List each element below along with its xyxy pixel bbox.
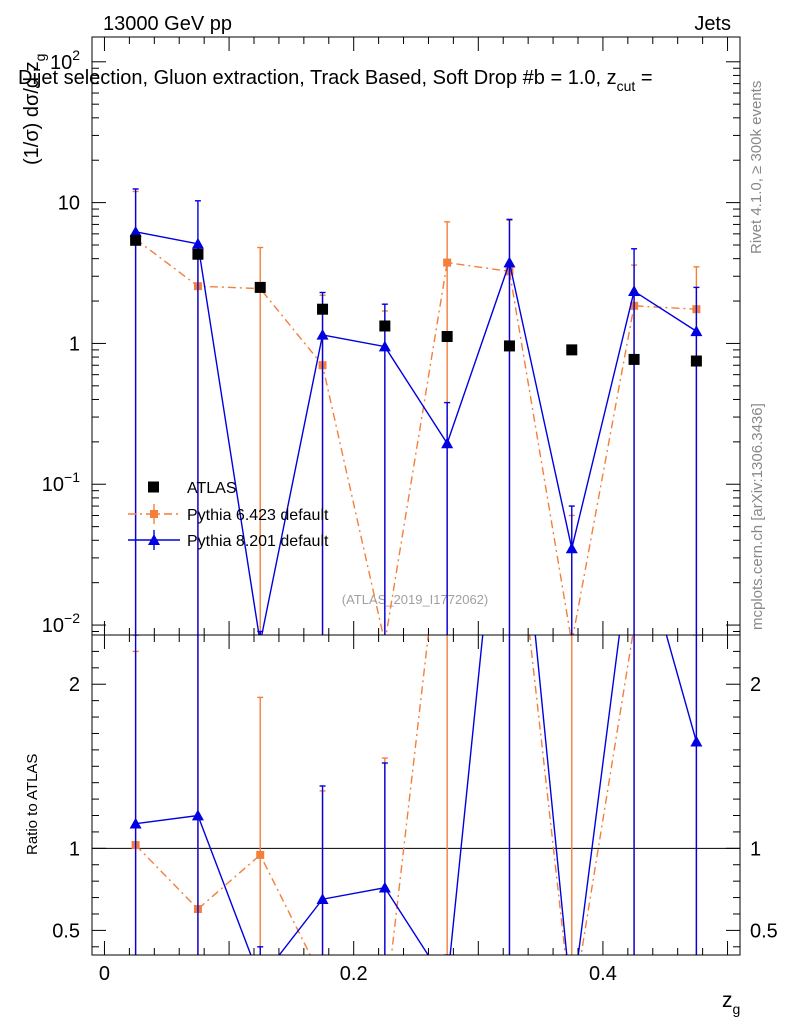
svg-text:Dijet selection, Gluon extract: Dijet selection, Gluon extraction, Track… [18, 67, 653, 94]
data-point [129, 225, 142, 237]
series-line [135, 231, 697, 635]
x-tick-label: 0 [99, 963, 110, 985]
plot-title-main: Dijet selection, Gluon extraction, Track… [18, 67, 617, 89]
ratio-point [316, 893, 329, 905]
atlas-point [317, 303, 329, 315]
atlas-point [690, 355, 702, 367]
ratio-point [254, 974, 266, 985]
ratio-point [378, 881, 391, 893]
legend-label-pythia6: Pythia 6.423 default [187, 507, 329, 524]
ratio-point [566, 1000, 578, 1011]
top-y-tick-label: 10 [58, 193, 80, 215]
data-point [254, 637, 266, 648]
legend-marker-pythia6 [150, 510, 158, 518]
tick-base: 10 [58, 193, 80, 215]
data-point [503, 256, 516, 268]
data-point [191, 237, 204, 249]
x-axis-label-main: z [722, 989, 733, 1012]
ratio-panel-data [129, 635, 703, 1016]
data-point [565, 542, 578, 554]
ratio-line [135, 635, 634, 955]
atlas-point [192, 248, 204, 260]
ratio-point [129, 817, 142, 829]
top-panel-data [129, 188, 703, 648]
ratio-ylabel: Ratio to ATLAS [24, 754, 41, 855]
ratio-y-tick-label-right: 2 [750, 674, 761, 696]
x-axis-label-sub: g [733, 1001, 741, 1017]
tick-exponent: −1 [64, 469, 80, 485]
data-point [443, 258, 452, 267]
tick-base: 10 [42, 615, 64, 637]
data-point [628, 285, 641, 296]
ratio-point [441, 979, 453, 990]
ratio-y-tick-label: 0.5 [52, 920, 80, 942]
atlas-point [130, 234, 142, 246]
legend: ATLAS Pythia 6.423 default Pythia 8.201 de… [128, 480, 329, 550]
legend-marker-atlas [148, 481, 159, 493]
top-y-tick-label: 1 [69, 333, 80, 355]
header-jets: Jets [694, 13, 731, 35]
analysis-watermark: (ATLAS_2019_I1772062) [342, 592, 488, 607]
data-point [441, 437, 454, 449]
atlas-point [254, 281, 266, 293]
mcplots-label: mcplots.cern.ch [arXiv:1306.3436] [749, 403, 766, 630]
data-point [381, 639, 389, 647]
header-energy: 13000 GeV pp [103, 13, 232, 35]
atlas-point [503, 340, 515, 352]
data-point [378, 340, 391, 352]
ratio-y-tick-label-right: 1 [750, 838, 761, 860]
x-tick-label: 0.2 [340, 963, 368, 985]
atlas-point [379, 320, 391, 332]
legend-marker-pythia8 [148, 534, 160, 545]
ratio-point [256, 850, 265, 859]
ratio-point [381, 1008, 389, 1016]
ratio-point [568, 1008, 576, 1016]
ratio-y-tick-label: 1 [69, 838, 80, 860]
ratio-point [690, 735, 703, 747]
ratio-point [319, 976, 327, 984]
top-y-tick-label: 10−1 [42, 469, 80, 496]
rivet-label: Rivet 4.1.0, ≥ 300k events [748, 81, 765, 254]
ratio-panel-frame [91, 634, 741, 956]
tick-exponent: −2 [64, 610, 80, 626]
plot-title-tail: = [635, 67, 652, 89]
ratio-y-tick-label: 2 [69, 674, 80, 696]
legend-label-pythia8: Pythia 8.201 default [187, 533, 329, 550]
plot-title-sub: cut [617, 78, 636, 94]
top-ylabel-sub: g [32, 54, 48, 62]
atlas-point [628, 353, 640, 365]
plot-title: Dijet selection, Gluon extraction, Track… [18, 67, 653, 94]
tick-base: 10 [50, 52, 72, 74]
top-y-tick-label: 102 [50, 47, 80, 74]
x-tick-label: 0.4 [589, 963, 617, 985]
tick-exponent: 2 [72, 47, 80, 63]
tick-base: 1 [69, 333, 80, 355]
top-ylabel-main: (1/σ) dσ/d z [21, 61, 43, 165]
top-y-tick-label: 10−2 [42, 610, 80, 637]
tick-base: 10 [42, 474, 64, 496]
ratio-y-tick-label-right: 0.5 [750, 920, 778, 942]
atlas-point [566, 344, 578, 356]
atlas-point [441, 330, 453, 342]
x-axis-label: zg [722, 989, 740, 1017]
top-ylabel: (1/σ) dσ/d zg [21, 54, 48, 165]
data-point [690, 325, 703, 337]
legend-label-atlas: ATLAS [187, 480, 237, 497]
series-line [135, 238, 697, 635]
ratio-line [135, 635, 698, 955]
data-point [316, 328, 329, 340]
ratio-point [191, 809, 204, 821]
